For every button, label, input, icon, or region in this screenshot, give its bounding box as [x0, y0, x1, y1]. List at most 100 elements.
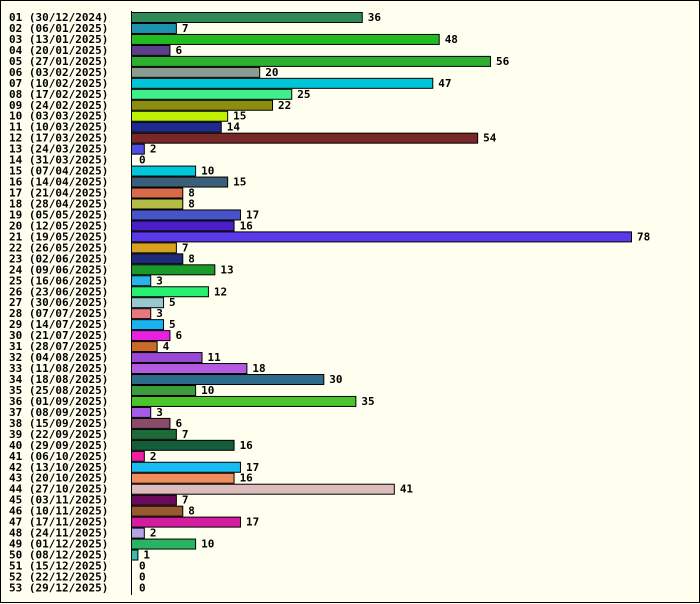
category-label: 48 (24/11/2025) [9, 527, 108, 540]
category-label: 06 (03/02/2025) [9, 66, 108, 79]
category-label: 04 (20/01/2025) [9, 44, 108, 57]
value-label: 0 [139, 560, 146, 573]
category-label: 24 (09/06/2025) [9, 263, 108, 276]
category-label: 37 (08/09/2025) [9, 406, 108, 419]
value-label: 10 [201, 165, 214, 178]
category-label: 08 (17/02/2025) [9, 88, 108, 101]
category-label: 20 (12/05/2025) [9, 219, 108, 232]
category-label: 33 (11/08/2025) [9, 362, 108, 375]
category-label: 26 (23/06/2025) [9, 285, 108, 298]
bar [131, 538, 197, 550]
bar [131, 242, 177, 254]
value-label: 7 [182, 22, 189, 35]
value-label: 2 [150, 450, 157, 463]
value-label: 48 [445, 33, 458, 46]
value-label: 14 [227, 121, 241, 134]
category-label: 27 (30/06/2025) [9, 296, 108, 309]
category-label: 35 (25/08/2025) [9, 384, 108, 397]
value-label: 8 [188, 197, 195, 210]
value-label: 18 [252, 362, 265, 375]
category-label: 19 (05/05/2025) [9, 208, 108, 221]
value-label: 7 [182, 494, 189, 507]
bar [131, 88, 293, 100]
value-label: 11 [208, 351, 222, 364]
value-label: 6 [175, 417, 182, 430]
value-label: 16 [240, 472, 254, 485]
value-label: 8 [188, 187, 195, 200]
category-label: 42 (13/10/2025) [9, 461, 108, 474]
value-label: 2 [150, 143, 157, 156]
bars-layer [131, 12, 632, 561]
bar [131, 527, 145, 539]
value-label: 0 [139, 154, 146, 167]
value-label: 54 [483, 132, 497, 145]
category-label: 25 (16/06/2025) [9, 274, 108, 287]
category-label: 36 (01/09/2025) [9, 395, 108, 408]
category-label: 15 (07/04/2025) [9, 165, 108, 178]
category-label: 21 (19/05/2025) [9, 230, 108, 243]
bar [131, 275, 152, 287]
value-label: 6 [175, 329, 182, 342]
bar [131, 549, 139, 561]
bar [131, 417, 171, 429]
category-label: 10 (03/03/2025) [9, 110, 108, 123]
category-label: 51 (15/12/2025) [9, 560, 108, 573]
category-label: 05 (27/01/2025) [9, 55, 108, 68]
bar [131, 77, 434, 89]
value-label: 4 [163, 340, 170, 353]
value-label: 15 [233, 176, 246, 189]
category-label: 46 (10/11/2025) [9, 505, 108, 518]
bar [131, 12, 363, 23]
value-label: 22 [278, 99, 291, 112]
category-label: 14 (31/03/2025) [9, 154, 108, 167]
value-label: 10 [201, 384, 214, 397]
bar [131, 406, 152, 418]
category-label: 22 (26/05/2025) [9, 241, 108, 254]
value-label: 3 [156, 406, 163, 419]
category-label: 28 (07/07/2025) [9, 307, 108, 320]
value-label: 3 [156, 274, 163, 287]
category-label: 34 (18/08/2025) [9, 373, 108, 386]
value-label: 6 [175, 44, 182, 57]
bar [131, 187, 184, 199]
value-label: 7 [182, 241, 189, 254]
value-label: 12 [214, 285, 227, 298]
category-label: 43 (20/10/2025) [9, 472, 108, 485]
bar [131, 110, 229, 122]
bar [131, 341, 158, 353]
bar [131, 472, 235, 484]
value-label: 41 [400, 483, 414, 496]
bar [131, 483, 395, 495]
category-label: 40 (29/09/2025) [9, 439, 108, 452]
category-label: 02 (06/01/2025) [9, 22, 108, 35]
value-label: 17 [246, 461, 259, 474]
category-label: 52 (22/12/2025) [9, 570, 108, 583]
value-label: 1 [143, 549, 150, 562]
value-label: 56 [496, 55, 510, 68]
value-label: 13 [220, 263, 233, 276]
bar [131, 319, 165, 331]
bar [131, 220, 235, 232]
value-label: 7 [182, 428, 189, 441]
value-label: 78 [637, 230, 650, 243]
category-label: 41 (06/10/2025) [9, 450, 108, 463]
category-label: 44 (27/10/2025) [9, 483, 108, 496]
category-label: 11 (10/03/2025) [9, 121, 108, 134]
bar [131, 428, 177, 440]
bar [131, 44, 171, 56]
category-label: 49 (01/12/2025) [9, 538, 108, 551]
category-label: 23 (02/06/2025) [9, 252, 108, 265]
bar [131, 264, 216, 276]
value-label: 16 [240, 439, 254, 452]
value-label: 36 [368, 11, 382, 24]
bar [131, 198, 184, 210]
bar [131, 66, 261, 78]
value-label: 8 [188, 505, 195, 518]
category-label: 47 (17/11/2025) [9, 516, 108, 529]
bar [131, 352, 203, 364]
bar [131, 395, 357, 407]
value-label: 20 [265, 66, 278, 79]
value-label: 15 [233, 110, 246, 123]
